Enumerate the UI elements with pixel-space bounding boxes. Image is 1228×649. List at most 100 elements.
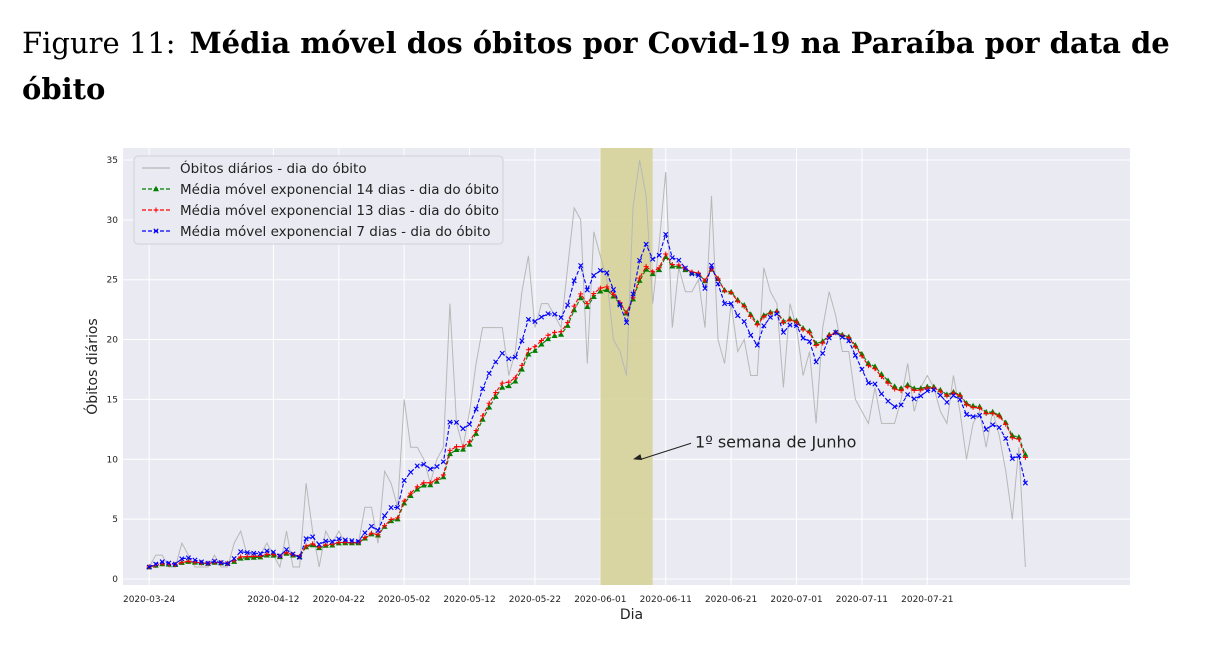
data-point xyxy=(531,347,538,353)
data-point xyxy=(473,428,479,434)
data-point xyxy=(538,314,545,320)
data-point xyxy=(512,354,518,360)
data-point xyxy=(283,546,290,553)
data-point xyxy=(395,515,401,521)
data-point xyxy=(329,541,335,547)
data-point xyxy=(310,541,316,547)
data-point xyxy=(1016,436,1022,442)
data-point xyxy=(480,386,486,392)
data-point xyxy=(211,558,218,564)
data-point xyxy=(434,464,440,470)
x-tick-label: 2020-07-21 xyxy=(901,595,953,605)
data-point xyxy=(342,539,348,545)
data-point xyxy=(695,272,702,278)
data-point xyxy=(434,476,440,482)
data-point xyxy=(918,393,924,399)
data-point xyxy=(1003,435,1009,442)
data-point xyxy=(637,275,643,281)
data-point xyxy=(950,390,956,396)
data-point xyxy=(682,265,688,271)
data-point xyxy=(564,322,571,328)
data-point xyxy=(957,396,963,403)
data-point xyxy=(486,404,493,410)
figure-caption: Figure 11: Média móvel dos óbitos por Cov… xyxy=(22,20,1207,112)
legend-label: Média móvel exponencial 7 dias - dia do … xyxy=(180,224,490,240)
data-point xyxy=(336,539,342,545)
data-point xyxy=(591,290,597,296)
data-point xyxy=(512,375,518,381)
data-point xyxy=(1009,455,1015,462)
data-point xyxy=(336,536,342,542)
data-point xyxy=(597,285,603,291)
data-point xyxy=(787,322,793,328)
data-point xyxy=(388,517,394,523)
data-point xyxy=(794,319,800,325)
data-point xyxy=(885,380,891,386)
data-point xyxy=(421,480,427,486)
data-point xyxy=(767,310,773,316)
data-point xyxy=(650,256,656,262)
data-point xyxy=(865,363,871,369)
data-point xyxy=(401,498,407,504)
data-point xyxy=(1009,432,1016,438)
data-point xyxy=(238,549,244,555)
data-point xyxy=(970,404,976,410)
data-point xyxy=(323,538,329,544)
data-point xyxy=(643,263,649,269)
data-point xyxy=(977,412,983,418)
data-point xyxy=(460,444,466,450)
data-point xyxy=(558,314,564,321)
data-point xyxy=(996,424,1002,431)
data-point xyxy=(453,444,459,450)
data-point xyxy=(1016,453,1022,459)
data-point xyxy=(964,402,970,408)
legend-entry: Média móvel exponencial 14 dias - dia do… xyxy=(142,182,499,198)
data-point xyxy=(852,344,858,350)
data-point xyxy=(820,350,826,356)
data-point xyxy=(231,555,237,562)
data-point xyxy=(408,490,414,496)
data-point xyxy=(937,392,943,398)
data-point xyxy=(473,430,480,436)
x-tick-label: 2020-04-22 xyxy=(313,595,365,605)
x-tick-label: 2020-05-02 xyxy=(378,595,430,605)
data-point xyxy=(179,556,185,562)
data-point xyxy=(382,523,388,529)
data-point xyxy=(303,543,309,549)
series-daily xyxy=(148,159,1026,569)
data-point xyxy=(859,353,865,359)
data-point xyxy=(538,341,545,347)
data-point xyxy=(754,342,760,348)
y-tick-label: 5 xyxy=(112,515,118,525)
data-point xyxy=(296,554,303,560)
annotation-arrow xyxy=(640,442,692,460)
data-point xyxy=(656,252,662,258)
data-point xyxy=(787,317,793,323)
y-tick-label: 25 xyxy=(107,276,118,286)
data-point xyxy=(467,439,473,445)
data-point xyxy=(251,550,257,556)
data-point xyxy=(590,293,597,300)
data-point xyxy=(741,304,747,310)
legend-label: Óbitos diários - dia do óbito xyxy=(180,159,367,177)
data-point xyxy=(551,311,558,317)
data-point xyxy=(957,393,963,399)
data-point xyxy=(780,329,787,335)
data-point xyxy=(748,332,754,338)
data-point xyxy=(440,472,446,478)
data-point xyxy=(446,450,453,457)
data-point xyxy=(565,320,571,326)
series-ema13 xyxy=(146,251,1028,570)
data-point xyxy=(597,267,603,274)
data-point xyxy=(878,391,885,397)
data-point xyxy=(892,386,898,392)
data-point xyxy=(427,480,433,486)
x-tick-label: 2020-05-22 xyxy=(509,595,561,605)
data-point xyxy=(185,558,191,564)
x-tick-label: 2020-03-24 xyxy=(123,595,176,605)
data-point xyxy=(741,319,747,325)
data-point xyxy=(813,359,819,365)
data-point xyxy=(846,338,852,344)
data-point xyxy=(290,551,296,557)
y-tick-label: 0 xyxy=(112,575,118,585)
